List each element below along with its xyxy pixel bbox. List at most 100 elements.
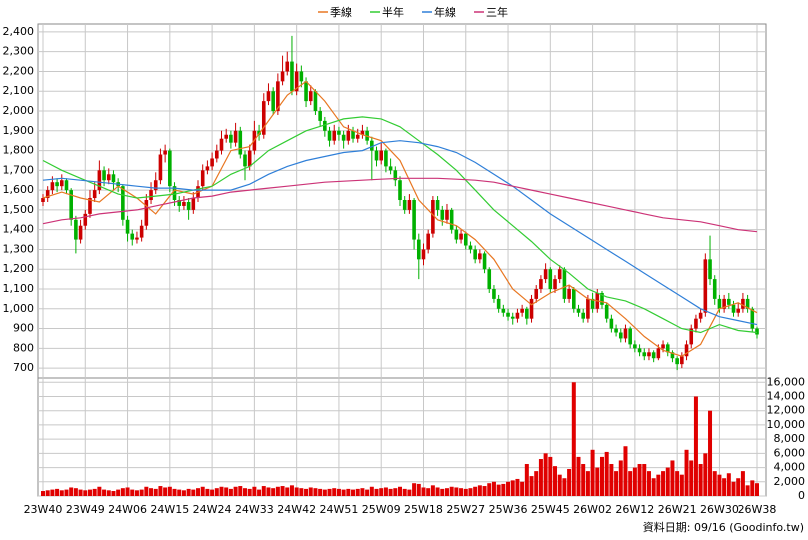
candle-body (534, 289, 539, 299)
ma-line (42, 140, 758, 326)
volume-bar (491, 481, 496, 496)
volume-bar (703, 453, 708, 496)
volume-bar (83, 490, 88, 496)
candle-body (168, 150, 172, 187)
volume-bar (444, 488, 449, 496)
volume-bar (595, 467, 600, 496)
volume-bar (496, 484, 501, 496)
volume-bar (618, 460, 623, 496)
candle-body (670, 352, 675, 359)
candle-body (45, 190, 50, 199)
candle-body (689, 328, 694, 345)
volume-bar (553, 466, 558, 496)
volume-bar (736, 478, 741, 496)
volume-bar (708, 410, 713, 496)
volume-bar (628, 471, 633, 496)
candle-body (130, 233, 135, 240)
volume-bar (562, 478, 567, 496)
candle-body (172, 186, 177, 201)
volume-bar (637, 464, 642, 496)
y-tick-label: 1,400 (3, 223, 35, 236)
candle-body (520, 308, 524, 313)
volume-bar (224, 487, 229, 496)
ma-line (42, 177, 758, 233)
candle-body (407, 200, 412, 210)
y-tick-label: 800 (13, 341, 34, 354)
volume-bar (534, 471, 539, 496)
candle-body (675, 358, 679, 365)
volume-bar (416, 483, 421, 496)
candle-body (102, 170, 106, 181)
candle-body (539, 279, 543, 290)
y-tick-label: 700 (13, 361, 34, 374)
candle-body (290, 61, 294, 92)
candle-body (482, 253, 487, 270)
y2-tick-label: 6,000 (774, 446, 806, 459)
volume-bar (97, 486, 102, 496)
volume-bar (435, 487, 440, 496)
y-tick-label: 2,000 (3, 104, 35, 117)
candle-body (144, 200, 149, 226)
volume-bar (332, 488, 337, 496)
x-tick-label: 25W18 (404, 503, 443, 516)
volume-bar (153, 488, 158, 496)
candle-body (210, 158, 214, 167)
volume-bar (120, 488, 125, 496)
candle-body (111, 174, 116, 183)
candle-body (478, 253, 482, 260)
volume-bar (740, 471, 745, 496)
volume-bar (228, 488, 233, 496)
y2-tick-label: 16,000 (767, 375, 806, 388)
volume-bar (388, 488, 393, 496)
candle-body (600, 292, 604, 305)
volume-bar (698, 464, 703, 496)
candle-body (370, 140, 374, 151)
ma-line (42, 80, 758, 357)
volume-bar (693, 396, 698, 496)
volume-bar (529, 476, 534, 496)
candle-body (313, 91, 318, 112)
candle-body (59, 180, 64, 187)
volume-bar (69, 487, 74, 496)
candle-body (304, 81, 308, 102)
x-tick-label: 24W15 (150, 503, 189, 516)
candle-body (651, 352, 656, 359)
volume-bar (149, 488, 154, 496)
volume-bar (139, 489, 144, 496)
volume-bar (134, 490, 139, 496)
candle-body (205, 166, 210, 171)
x-tick-label: 25W09 (362, 503, 401, 516)
candle-body (656, 348, 661, 359)
candle-body (741, 298, 745, 309)
candle-body (618, 332, 623, 339)
volume-bar (355, 488, 360, 496)
volume-bar (548, 456, 553, 496)
volume-bar (116, 489, 121, 496)
candle-body (398, 180, 402, 201)
volume-bar (167, 486, 172, 496)
candle-body (576, 308, 581, 313)
volume-bar (651, 478, 656, 496)
volume-bar (426, 488, 431, 496)
volume-bar (430, 485, 435, 496)
y2-tick-label: 10,000 (767, 418, 806, 431)
candle-body (647, 352, 651, 357)
y2-tick-label: 14,000 (767, 389, 806, 402)
y-tick-label: 2,300 (3, 45, 35, 58)
x-tick-label: 26W21 (658, 503, 697, 516)
volume-bar (393, 488, 398, 496)
volume-bar (289, 485, 294, 496)
candle-body (680, 356, 684, 365)
candle-body (731, 304, 736, 313)
candle-body (703, 259, 708, 313)
candle-body (492, 289, 496, 299)
source-note: 資料日期: 09/16 (Goodinfo.tw) (643, 520, 804, 534)
candle-body (402, 200, 407, 210)
volume-bar (299, 488, 304, 496)
candle-body (97, 170, 102, 191)
candle-body (149, 190, 153, 201)
candle-body (698, 312, 703, 319)
candle-body (426, 233, 430, 250)
y-tick-label: 1,200 (3, 262, 35, 275)
